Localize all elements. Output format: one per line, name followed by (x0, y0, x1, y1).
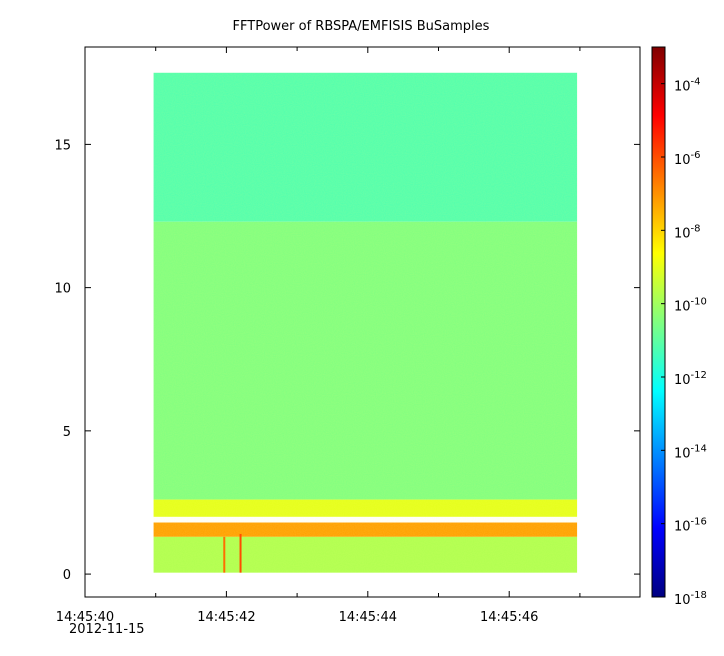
y-axis: 0 5 10 15 (54, 138, 640, 583)
colorbar-tick-label-0: 10-4 (674, 77, 701, 95)
colorbar-tick-label-2: 10-8 (674, 223, 701, 241)
colorbar-gradient (651, 46, 666, 598)
colorbar: 10-4 10-6 10-8 10-10 10-12 10-14 10-16 10-18 (651, 46, 707, 608)
spike-0 (223, 536, 226, 573)
colorbar-tick-label-3: 10-10 (674, 297, 707, 315)
colorbar-tick-label-6: 10-16 (674, 517, 707, 535)
x-tick-label-3: 14:45:46 (480, 610, 538, 625)
colorbar-tick-label-5: 10-14 (674, 443, 707, 461)
x-tick-label-2: 14:45:44 (339, 610, 397, 625)
colorbar-tick-label-1: 10-6 (674, 150, 701, 168)
y-tick-label-3: 15 (54, 138, 71, 153)
heatmap-layer (153, 72, 578, 573)
chart-title: FFTPower of RBSPA/EMFISIS BuSamples (233, 19, 490, 34)
colorbar-tick-label-7: 10-18 (674, 590, 707, 608)
colorbar-tick-label-4: 10-12 (674, 370, 707, 388)
x-axis-date-label: 2012-11-15 (69, 622, 145, 637)
y-tick-label-1: 5 (63, 425, 71, 440)
heatmap-noise-texture (153, 72, 578, 573)
x-axis: 14:45:40 14:45:42 14:45:44 14:45:46 (56, 47, 581, 625)
y-tick-label-2: 10 (54, 282, 71, 297)
spike-1 (239, 533, 242, 573)
y-tick-label-0: 0 (63, 568, 71, 583)
x-tick-label-1: 14:45:42 (197, 610, 255, 625)
x-tick-label-0: 14:45:40 (56, 610, 114, 625)
